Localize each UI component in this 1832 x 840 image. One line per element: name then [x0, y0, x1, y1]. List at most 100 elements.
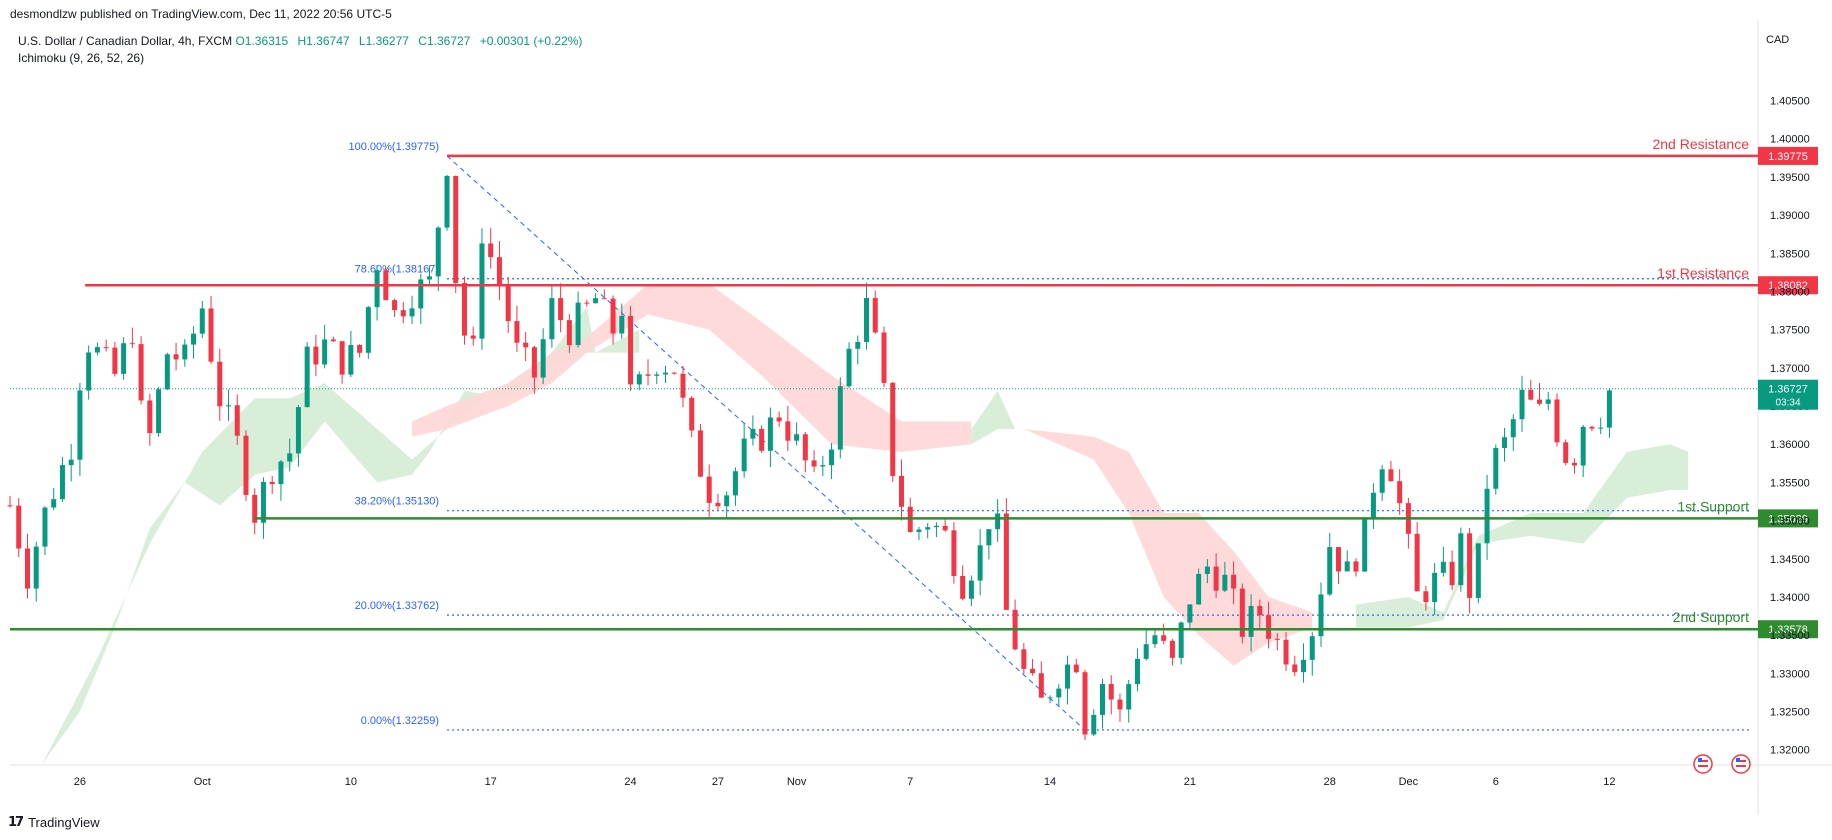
candle-body	[741, 438, 747, 472]
candle-body	[1397, 481, 1403, 504]
candle-body	[129, 343, 135, 345]
price-tick-label: 1.34000	[1770, 592, 1810, 604]
time-tick-label: Dec	[1399, 776, 1419, 788]
candle-body	[960, 575, 966, 599]
candle-body	[1458, 533, 1464, 586]
price-tick-label: 1.40500	[1770, 96, 1810, 108]
fib-level-label: 78.60%(1.38167)	[355, 264, 439, 276]
price-tick-label: 1.35000	[1770, 516, 1810, 528]
ichimoku-cloud-layer	[41, 283, 1689, 765]
candle-body	[811, 460, 817, 467]
time-tick-label: Oct	[194, 776, 211, 788]
candle-body	[1554, 399, 1560, 443]
candle-body	[1598, 427, 1604, 429]
candle-body	[86, 352, 92, 391]
candle-body	[1344, 561, 1350, 572]
candle-body	[1239, 588, 1245, 637]
time-tick-label: 7	[907, 776, 913, 788]
time-tick-label: 10	[345, 776, 357, 788]
candle-body	[942, 525, 948, 531]
symbol-title[interactable]: U.S. Dollar / Canadian Dollar, 4h, FXCM	[18, 34, 233, 48]
flag-stripe	[1698, 760, 1708, 762]
candle-body	[977, 545, 983, 581]
candle-body	[584, 302, 590, 304]
candle-body	[505, 285, 511, 322]
candle-body	[1091, 714, 1097, 735]
candle-body	[558, 298, 564, 321]
us-flag-icon	[1693, 754, 1713, 774]
candle-body	[418, 279, 424, 309]
candle-body	[1126, 684, 1132, 710]
level-price-label: 1.38082	[1768, 280, 1808, 292]
candle-body	[164, 354, 170, 390]
candle-body	[750, 428, 756, 439]
ichimoku-cloud-bear-1	[412, 283, 972, 452]
event-markers	[1693, 754, 1751, 774]
candle-body	[217, 361, 223, 407]
time-tick-label: 26	[74, 776, 86, 788]
candle-body	[1353, 561, 1359, 572]
candle-body	[785, 421, 791, 441]
candle-body	[1370, 492, 1376, 519]
candle-body	[365, 307, 371, 353]
candle-body	[671, 372, 677, 374]
candle-body	[1222, 574, 1228, 591]
time-tick-label: 12	[1603, 776, 1615, 788]
candle-body	[488, 243, 494, 258]
candle-body	[680, 373, 686, 398]
price-tick-label: 1.33500	[1770, 630, 1810, 642]
price-tick-label: 1.35500	[1770, 477, 1810, 489]
candle-body	[1213, 566, 1219, 591]
candle-body	[199, 308, 205, 334]
candle-body	[1423, 591, 1429, 603]
candle-body	[42, 507, 48, 547]
candle-body	[234, 405, 240, 436]
price-axis[interactable]: 1.40500 1.40000 1.39500 1.39000 1.38500 1.380…	[1758, 96, 1818, 757]
candle-body	[243, 435, 249, 495]
flag-stripe	[1698, 765, 1708, 767]
candle-body	[330, 339, 336, 342]
candle-body	[1073, 664, 1079, 673]
candle-body	[1301, 659, 1307, 673]
candle-body	[732, 471, 738, 496]
candle-body	[1134, 658, 1140, 685]
candle-body	[1493, 448, 1499, 489]
candle-body	[112, 347, 118, 374]
low-value: L1.36277	[358, 34, 409, 48]
candle-body	[1475, 543, 1481, 598]
time-axis[interactable]: 26 Oct 10 17 24 27 Nov 7 14 21 28 Dec 6 12	[74, 776, 1616, 788]
candles-layer	[7, 174, 1612, 741]
candle-body	[846, 348, 852, 387]
candle-body	[24, 548, 30, 589]
candle-body	[610, 298, 616, 334]
candle-body	[549, 298, 555, 340]
candle-body	[173, 354, 179, 360]
fib-trend-line	[446, 155, 1086, 731]
candle-body	[663, 372, 668, 375]
symbol-legend[interactable]: U.S. Dollar / Canadian Dollar, 4h, FXCM …	[18, 34, 588, 48]
candle-body	[820, 465, 826, 467]
time-tick-label: 27	[712, 776, 724, 788]
price-tick-label: 1.39500	[1770, 172, 1810, 184]
high-value: H1.36747	[297, 34, 350, 48]
candle-body	[1169, 640, 1175, 658]
indicator-legend[interactable]: Ichimoku (9, 26, 52, 26)	[18, 51, 145, 65]
price-tick-label: 1.37000	[1770, 363, 1810, 375]
candle-body	[575, 302, 581, 346]
tradingview-brand[interactable]: 17 TradingView	[8, 815, 100, 830]
candle-body	[706, 476, 712, 503]
candle-body	[1047, 697, 1053, 699]
time-tick-label: 21	[1184, 776, 1196, 788]
candle-body	[1309, 636, 1315, 660]
candle-body	[523, 342, 529, 348]
candle-body	[540, 339, 546, 378]
candle-body	[925, 527, 931, 530]
level-price-label: 1.39775	[1768, 151, 1808, 163]
candle-body	[1082, 672, 1088, 735]
candle-body	[881, 332, 887, 383]
candle-body	[1537, 399, 1542, 404]
price-tick-label: 1.39000	[1770, 210, 1810, 222]
candle-body	[689, 397, 695, 431]
price-tick-label: 1.38500	[1770, 248, 1810, 260]
